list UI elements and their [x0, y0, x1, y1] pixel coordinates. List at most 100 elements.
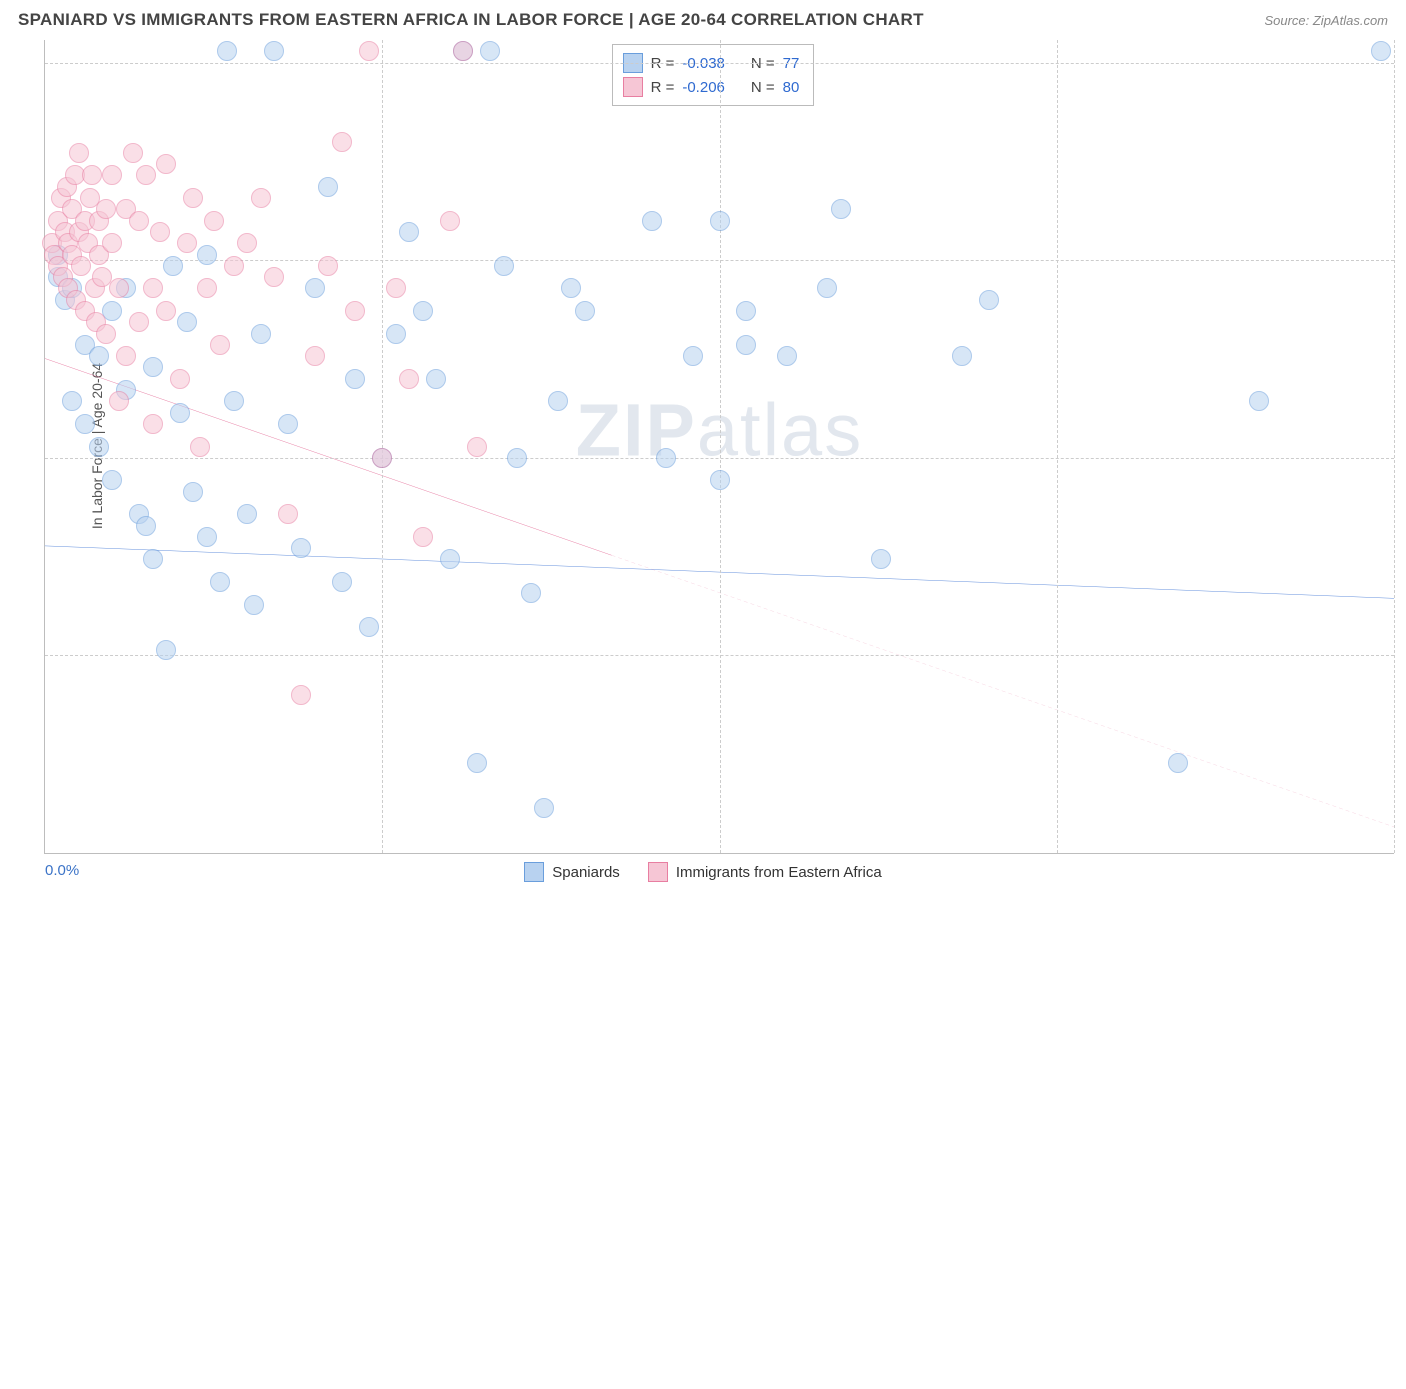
data-point: [143, 414, 163, 434]
data-point: [183, 188, 203, 208]
data-point: [831, 199, 851, 219]
data-point: [163, 256, 183, 276]
data-point: [467, 437, 487, 457]
data-point: [291, 685, 311, 705]
data-point: [332, 572, 352, 592]
legend-swatch: [648, 862, 668, 882]
data-point: [62, 391, 82, 411]
gridline-v: [382, 40, 383, 853]
data-point: [237, 504, 257, 524]
data-point: [89, 437, 109, 457]
data-point: [413, 301, 433, 321]
data-point: [467, 753, 487, 773]
data-point: [210, 335, 230, 355]
data-point: [264, 41, 284, 61]
data-point: [710, 470, 730, 490]
data-point: [332, 132, 352, 152]
data-point: [777, 346, 797, 366]
data-point: [190, 437, 210, 457]
data-point: [143, 549, 163, 569]
data-point: [1371, 41, 1391, 61]
data-point: [109, 278, 129, 298]
stat-n-label: N =: [751, 79, 775, 96]
data-point: [952, 346, 972, 366]
data-point: [143, 357, 163, 377]
data-point: [386, 278, 406, 298]
data-point: [318, 177, 338, 197]
chart-source: Source: ZipAtlas.com: [1264, 13, 1388, 28]
chart-title: SPANIARD VS IMMIGRANTS FROM EASTERN AFRI…: [18, 10, 924, 30]
data-point: [251, 188, 271, 208]
data-point: [642, 211, 662, 231]
data-point: [170, 403, 190, 423]
data-point: [426, 369, 446, 389]
data-point: [217, 41, 237, 61]
data-point: [156, 640, 176, 660]
data-point: [736, 301, 756, 321]
legend-item: Spaniards: [524, 862, 620, 882]
data-point: [129, 312, 149, 332]
data-point: [156, 154, 176, 174]
data-point: [244, 595, 264, 615]
data-point: [197, 278, 217, 298]
data-point: [318, 256, 338, 276]
data-point: [278, 504, 298, 524]
data-point: [75, 414, 95, 434]
plot-region: ZIPatlas R =-0.038N =77R =-0.206N =80 47…: [44, 40, 1394, 854]
data-point: [507, 448, 527, 468]
data-point: [561, 278, 581, 298]
data-point: [359, 41, 379, 61]
data-point: [197, 245, 217, 265]
stat-n-value: 80: [783, 79, 800, 96]
data-point: [386, 324, 406, 344]
data-point: [204, 211, 224, 231]
data-point: [399, 222, 419, 242]
data-point: [1168, 753, 1188, 773]
legend-label: Immigrants from Eastern Africa: [676, 864, 882, 881]
series-swatch: [623, 77, 643, 97]
data-point: [237, 233, 257, 253]
data-point: [92, 267, 112, 287]
data-point: [683, 346, 703, 366]
data-point: [345, 301, 365, 321]
data-point: [440, 549, 460, 569]
data-point: [69, 143, 89, 163]
data-point: [102, 165, 122, 185]
data-point: [89, 346, 109, 366]
trend-line: [612, 555, 1394, 827]
data-point: [129, 211, 149, 231]
data-point: [224, 256, 244, 276]
data-point: [251, 324, 271, 344]
data-point: [534, 798, 554, 818]
data-point: [71, 256, 91, 276]
data-point: [177, 233, 197, 253]
legend-swatch: [524, 862, 544, 882]
data-point: [136, 516, 156, 536]
gridline-v: [1057, 40, 1058, 853]
data-point: [345, 369, 365, 389]
data-point: [183, 482, 203, 502]
data-point: [136, 165, 156, 185]
gridline-v: [720, 40, 721, 853]
data-point: [494, 256, 514, 276]
data-point: [710, 211, 730, 231]
data-point: [264, 267, 284, 287]
data-point: [359, 617, 379, 637]
gridline-v: [1394, 40, 1395, 853]
data-point: [156, 301, 176, 321]
y-tick-label: 82.5%: [1402, 252, 1406, 269]
data-point: [548, 391, 568, 411]
data-point: [480, 41, 500, 61]
data-point: [143, 278, 163, 298]
data-point: [102, 233, 122, 253]
data-point: [399, 369, 419, 389]
data-point: [82, 165, 102, 185]
data-point: [224, 391, 244, 411]
stat-row: R =-0.206N =80: [623, 75, 800, 99]
y-tick-label: 100.0%: [1402, 54, 1406, 71]
data-point: [305, 346, 325, 366]
stat-r-label: R =: [651, 79, 675, 96]
data-point: [109, 391, 129, 411]
data-point: [736, 335, 756, 355]
data-point: [979, 290, 999, 310]
